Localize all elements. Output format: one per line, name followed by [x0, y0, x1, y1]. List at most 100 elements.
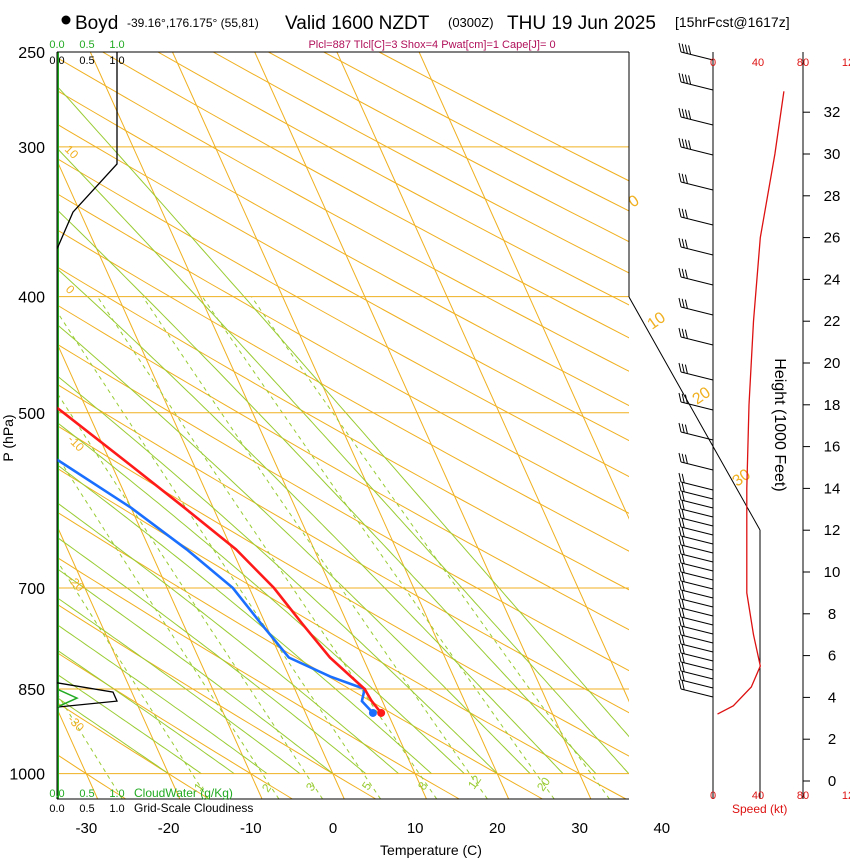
- wind-barb: [678, 327, 714, 346]
- height-tick-label: 14: [824, 480, 841, 497]
- speed-tick-top: 80: [797, 57, 809, 69]
- moist-adiabat: [57, 323, 531, 774]
- wind-barb: [678, 634, 714, 653]
- moist-adiabat: [57, 463, 432, 774]
- isotherm: [172, 52, 510, 799]
- wind-barb: [678, 616, 714, 635]
- mixing-ratio-line: [57, 310, 382, 799]
- wind-barb: [678, 589, 714, 608]
- cloud-water-tick-top: 0.5: [79, 39, 94, 51]
- utc-time: (0300Z): [448, 15, 494, 30]
- dry-adiabat: [57, 556, 460, 799]
- dry-adiabat: [57, 383, 629, 714]
- wind-barb: [678, 535, 714, 554]
- surface-dewpoint-dot: [368, 708, 377, 717]
- moist-adiabat: [57, 147, 629, 774]
- isotherm: [57, 524, 181, 799]
- dry-adiabat: [57, 603, 377, 799]
- cloud-water-tick-bottom: 1.0: [109, 788, 124, 800]
- cloud-water-tick-top: 0.0: [49, 39, 64, 51]
- temperature-tick-label: 30: [571, 820, 588, 837]
- temperature-tick-label: -20: [158, 820, 180, 837]
- dry-adiabat-label: -20: [65, 572, 87, 594]
- height-tick-label: 10: [824, 564, 841, 581]
- temperature-tick-label: 10: [407, 820, 424, 837]
- sounding-profiles: [57, 406, 386, 717]
- mixing-ratio-line: [57, 454, 280, 799]
- moist-adiabat: [57, 375, 498, 774]
- pressure-tick-label: 700: [18, 581, 45, 598]
- height-tick-label: 0: [828, 773, 836, 790]
- wind-speed-line: [717, 91, 785, 715]
- dry-adiabat: [267, 52, 629, 243]
- temperature-line: [57, 406, 383, 714]
- frame-slant: [628, 296, 761, 531]
- dry-adiabat: [57, 57, 629, 372]
- pressure-tick-label: 500: [18, 406, 45, 423]
- moist-adiabat: [57, 421, 465, 774]
- speed-tick-top: 0: [710, 57, 716, 69]
- height-tick-label: 8: [828, 606, 836, 623]
- wind-barb: [678, 297, 714, 316]
- dry-adiabats: [57, 52, 629, 799]
- wind-barb: [678, 661, 714, 680]
- height-tick-label: 18: [824, 397, 841, 414]
- station-location: -39.16°,176.175° (55,81): [127, 16, 259, 30]
- moist-adiabat-label: 10: [645, 309, 669, 333]
- wind-barb: [678, 544, 714, 563]
- mixing-ratio-line: [57, 391, 324, 799]
- wind-barb: [678, 107, 714, 126]
- station-name: Boyd: [75, 13, 118, 34]
- height-tick-label: 12: [824, 522, 841, 539]
- wind-barb: [678, 679, 714, 698]
- cloud-water-tick-bottom: 0.0: [49, 788, 64, 800]
- dry-adiabat: [57, 343, 629, 672]
- dry-adiabat: [57, 229, 629, 552]
- wind-barb: [678, 643, 714, 662]
- isotherm: [418, 52, 629, 520]
- temperature-tick-label: 40: [653, 820, 670, 837]
- height-tick-label: 22: [824, 313, 841, 330]
- dry-adiabat: [57, 304, 629, 631]
- mixing-ratio-line: [57, 559, 209, 799]
- dry-adiabat: [57, 123, 629, 442]
- cloudiness-tick-bottom: 0.0: [49, 803, 64, 815]
- pressure-tick-label: 250: [18, 45, 45, 62]
- moist-adiabat: [57, 268, 564, 774]
- isotherm: [336, 52, 629, 703]
- dry-adiabat-label: -10: [65, 432, 87, 454]
- wind-barb: [678, 571, 714, 590]
- speed-tick-bottom: 80: [797, 790, 809, 802]
- forecast-run: [15hrFcst@1617z]: [675, 14, 790, 30]
- wind-barb: [678, 452, 714, 471]
- dry-adiabat: [212, 52, 629, 274]
- moist-adiabat: [57, 85, 629, 738]
- height-tick-label: 28: [824, 188, 841, 205]
- mixing-ratio-line: [142, 296, 488, 799]
- height-tick-label: 30: [824, 146, 841, 163]
- height-tick-label: 6: [828, 648, 836, 665]
- moist-adiabat-label: 30: [730, 466, 754, 490]
- wind-barb: [678, 422, 714, 441]
- cloudiness-tick-top: 0.5: [79, 55, 94, 67]
- wind-barb: [678, 362, 714, 381]
- height-tick-label: 24: [824, 271, 841, 288]
- station-dot-icon: [61, 15, 71, 25]
- moist-adiabat: [57, 208, 597, 774]
- wind-speed-curve: [717, 91, 785, 715]
- wind-barb: [678, 499, 714, 518]
- stability-indices: Plcl=887 Tlcl[C]=3 Shox=4 Pwat[cm]=1 Cap…: [308, 39, 555, 51]
- pressure-tick-label: 300: [18, 140, 45, 157]
- wind-barbs: [678, 42, 714, 698]
- dry-adiabat: [322, 52, 629, 212]
- moist-adiabat: [57, 502, 399, 774]
- height-tick-label: 26: [824, 230, 841, 247]
- cloud-water-tick-bottom: 0.5: [79, 788, 94, 800]
- dry-adiabat: [57, 511, 543, 799]
- moist-adiabat: [57, 596, 301, 774]
- isotherm: [57, 342, 263, 799]
- speed-axis-label: Speed (kt): [732, 802, 787, 816]
- speed-tick-top: 12: [842, 57, 850, 69]
